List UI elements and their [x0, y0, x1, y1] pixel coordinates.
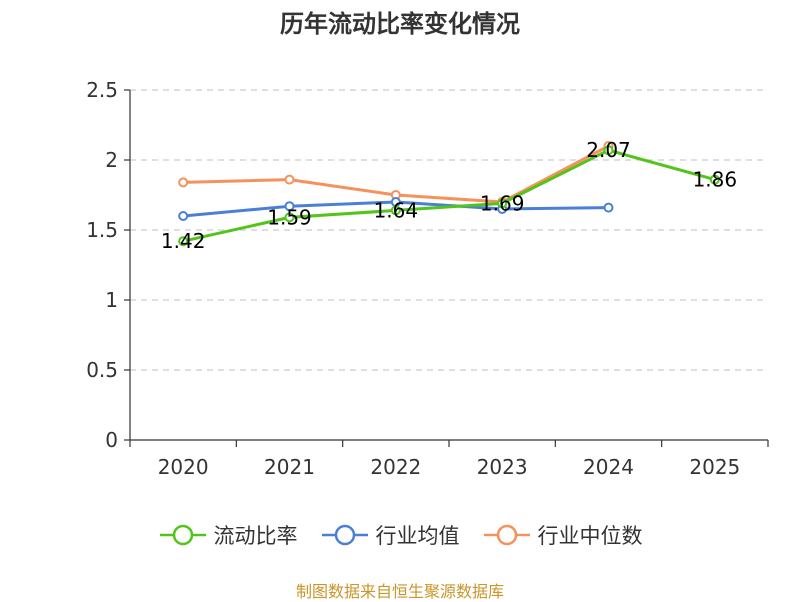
data-label: 1.64	[374, 198, 419, 222]
y-tick-label: 2	[105, 148, 118, 172]
series-lines	[178, 141, 720, 247]
data-label: 1.42	[161, 229, 206, 253]
grid-lines	[130, 89, 768, 371]
x-tick-label: 2022	[370, 455, 421, 479]
legend-line-circle-icon	[483, 524, 530, 546]
y-tick-label: 2.5	[86, 78, 118, 102]
y-tick-label: 0.5	[86, 358, 118, 382]
series-point[interactable]	[603, 145, 614, 156]
series-point[interactable]	[284, 174, 295, 185]
legend-line-circle-icon	[321, 524, 368, 546]
series-point[interactable]	[284, 212, 295, 223]
series-point[interactable]	[284, 201, 295, 212]
x-tick-label: 2020	[158, 455, 209, 479]
series-point[interactable]	[497, 198, 508, 209]
series-point[interactable]	[709, 174, 720, 185]
legend-item[interactable]: 行业中位数	[482, 520, 643, 550]
y-tick-label: 0	[105, 428, 118, 452]
chart-title: 历年流动比率变化情况	[280, 10, 520, 38]
x-tick-label: 2025	[689, 455, 740, 479]
data-label: 1.86	[693, 168, 738, 192]
series-point[interactable]	[178, 236, 189, 247]
axes: 0 0.5 1 1.5 2 2.5 2020 2021 2022 2023 2024 2025	[86, 78, 769, 479]
x-tick-label: 2023	[477, 455, 528, 479]
legend: 流动比率 行业均值 行业中位数	[0, 520, 800, 550]
legend-label: 行业中位数	[537, 524, 643, 548]
data-label: 1.69	[480, 191, 525, 215]
source-text: 制图数据来自恒生聚源数据库	[295, 582, 504, 601]
y-tick-label: 1	[105, 288, 118, 312]
data-label: 1.59	[267, 205, 312, 229]
legend-label: 行业均值	[375, 524, 460, 548]
legend-line-circle-icon	[159, 524, 206, 546]
data-labels: 1.42 1.59 1.64 1.69 2.07 1.86	[161, 138, 737, 253]
legend-label: 流动比率	[213, 524, 298, 548]
data-label: 2.07	[586, 138, 631, 162]
y-tick-label: 1.5	[86, 218, 118, 242]
legend-item[interactable]: 行业均值	[320, 520, 460, 550]
series-point[interactable]	[178, 211, 189, 221]
series-line	[181, 148, 717, 243]
x-tick-label: 2024	[583, 455, 634, 479]
series-point[interactable]	[390, 205, 401, 216]
series-point[interactable]	[178, 177, 189, 188]
x-tick-label: 2021	[264, 455, 315, 479]
legend-item[interactable]: 流动比率	[158, 520, 298, 550]
series-point[interactable]	[603, 202, 614, 213]
